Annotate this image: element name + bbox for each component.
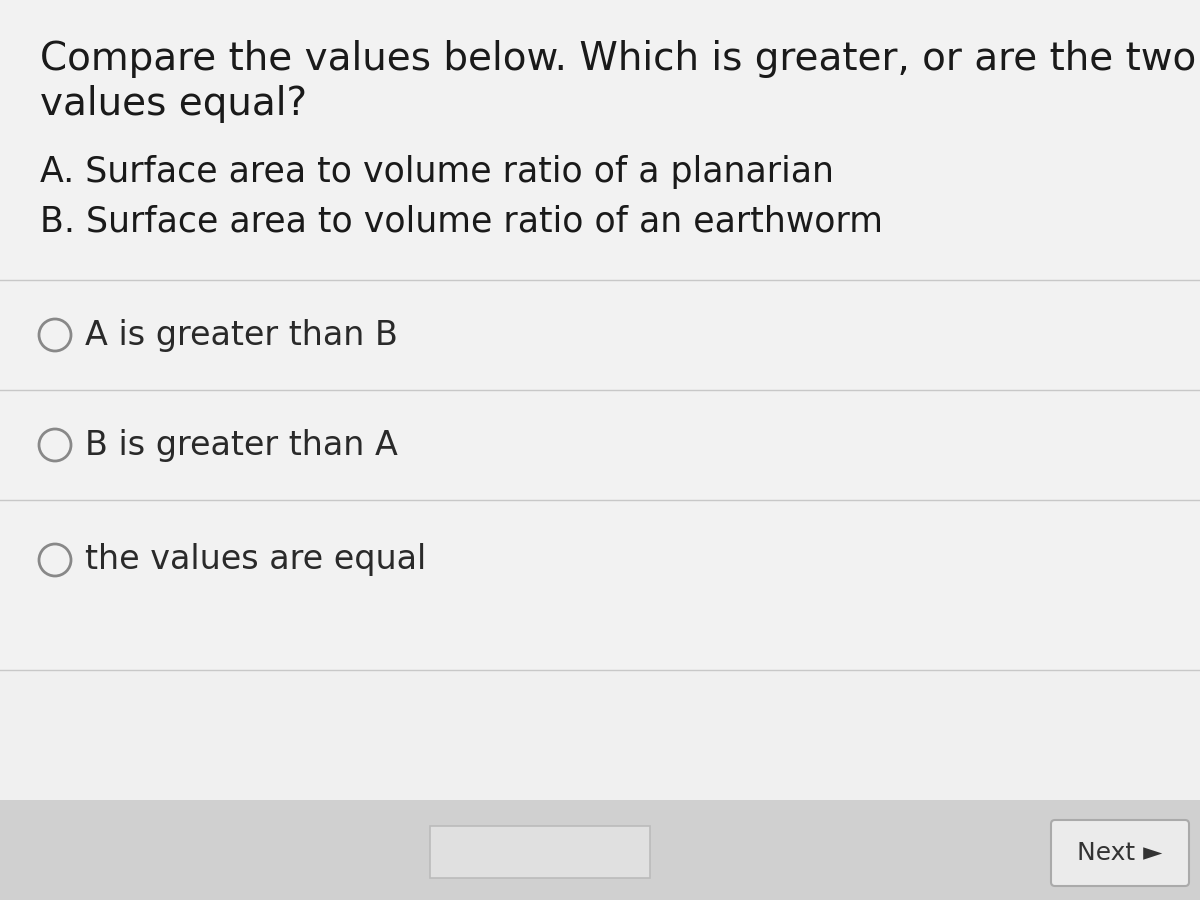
FancyBboxPatch shape	[1051, 820, 1189, 886]
Text: values equal?: values equal?	[40, 85, 307, 123]
Text: Next ►: Next ►	[1078, 841, 1163, 865]
Text: Compare the values below. Which is greater, or are the two: Compare the values below. Which is great…	[40, 40, 1196, 78]
Text: B. Surface area to volume ratio of an earthworm: B. Surface area to volume ratio of an ea…	[40, 205, 883, 239]
Text: B is greater than A: B is greater than A	[85, 428, 398, 462]
FancyBboxPatch shape	[0, 0, 1200, 670]
Text: A. Surface area to volume ratio of a planarian: A. Surface area to volume ratio of a pla…	[40, 155, 834, 189]
FancyBboxPatch shape	[430, 826, 650, 878]
Text: the values are equal: the values are equal	[85, 544, 426, 577]
Text: A is greater than B: A is greater than B	[85, 319, 398, 352]
FancyBboxPatch shape	[0, 800, 1200, 900]
